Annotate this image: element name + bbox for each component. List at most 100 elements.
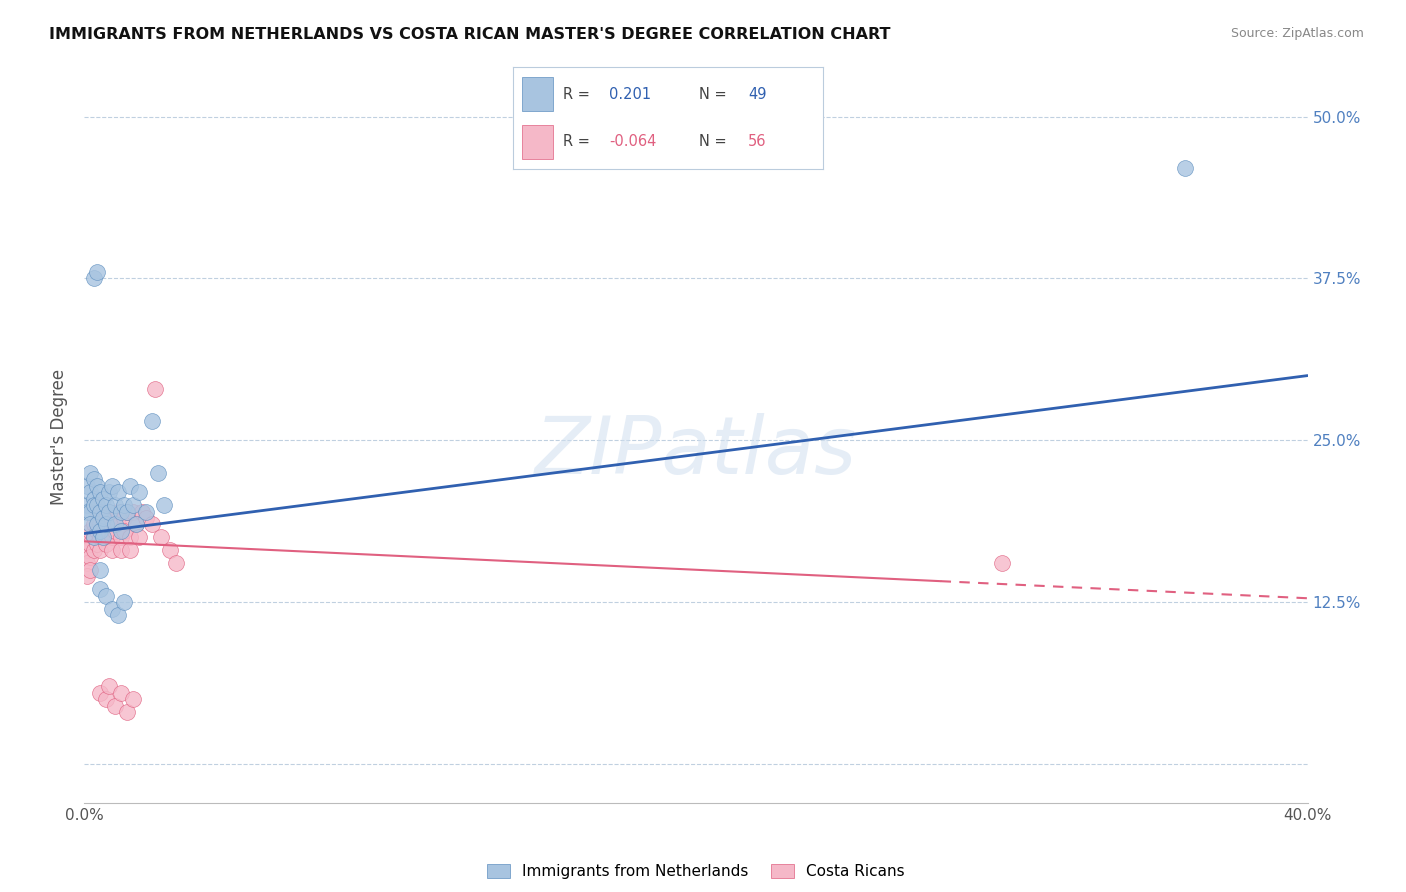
Point [89,686,111,700]
Point [101,530,124,544]
Point [107,485,129,500]
Point [86,517,108,532]
Point [89,524,111,538]
Point [79,524,101,538]
Point [128,530,150,544]
Point [79,504,101,518]
Point [1174,161,1197,176]
Point [135,511,157,525]
Point [101,478,124,492]
Legend: Immigrants from Netherlands, Costa Ricans: Immigrants from Netherlands, Costa Rican… [481,858,911,885]
Point [91,491,114,506]
Point [94,511,117,525]
Text: N =: N = [699,135,727,149]
Text: Source: ZipAtlas.com: Source: ZipAtlas.com [1230,27,1364,40]
Point [76,543,98,558]
Point [86,524,108,538]
Point [83,517,105,532]
Point [128,485,150,500]
Point [94,524,117,538]
Point [94,498,117,512]
Point [86,537,108,551]
Point [83,530,105,544]
Point [120,530,142,544]
Point [79,537,101,551]
Point [104,698,127,713]
Point [149,530,172,544]
Text: N =: N = [699,87,727,102]
Point [91,517,114,532]
Point [110,530,132,544]
Point [83,472,105,486]
Point [79,563,101,577]
Point [159,543,181,558]
Point [89,517,111,532]
Bar [523,77,554,111]
Point [89,485,111,500]
Point [79,466,101,480]
Point [89,504,111,518]
Point [94,589,117,603]
Point [76,478,98,492]
Point [135,504,157,518]
Point [89,563,111,577]
Point [83,530,105,544]
Point [91,530,114,544]
Point [153,498,176,512]
Point [131,504,153,518]
Text: 0.201: 0.201 [609,87,651,102]
Point [104,498,127,512]
Text: -0.064: -0.064 [609,135,657,149]
Point [83,498,105,512]
Point [76,569,98,583]
Point [83,271,105,285]
Point [122,692,145,706]
Point [112,524,135,538]
Point [97,679,120,693]
Point [97,504,120,518]
Point [141,517,163,532]
Point [120,543,142,558]
Bar [523,126,554,159]
Point [107,504,129,518]
Point [79,485,101,500]
Point [83,491,105,506]
Point [165,557,187,571]
Text: R =: R = [562,135,589,149]
Point [91,504,114,518]
Point [125,517,148,532]
Point [110,504,132,518]
Point [115,504,138,518]
Point [79,517,101,532]
Point [143,382,166,396]
Point [91,511,114,525]
Text: ZIPatlas: ZIPatlas [534,413,858,491]
Point [991,557,1014,571]
Point [107,608,129,623]
Point [76,557,98,571]
Point [112,511,135,525]
Text: 56: 56 [748,135,766,149]
Text: IMMIGRANTS FROM NETHERLANDS VS COSTA RICAN MASTER'S DEGREE CORRELATION CHART: IMMIGRANTS FROM NETHERLANDS VS COSTA RIC… [49,27,891,42]
Text: 49: 49 [748,87,766,102]
Point [83,543,105,558]
Point [115,705,138,719]
Point [86,478,108,492]
Point [101,543,124,558]
Point [76,530,98,544]
Point [97,517,120,532]
Point [94,517,117,532]
Point [76,504,98,518]
Point [141,414,163,428]
Point [89,543,111,558]
Y-axis label: Master's Degree: Master's Degree [51,369,69,505]
Point [110,543,132,558]
Point [97,485,120,500]
Point [94,692,117,706]
Point [86,511,108,525]
Point [107,517,129,532]
Point [104,517,127,532]
Point [146,466,169,480]
Text: R =: R = [562,87,589,102]
Point [122,504,145,518]
